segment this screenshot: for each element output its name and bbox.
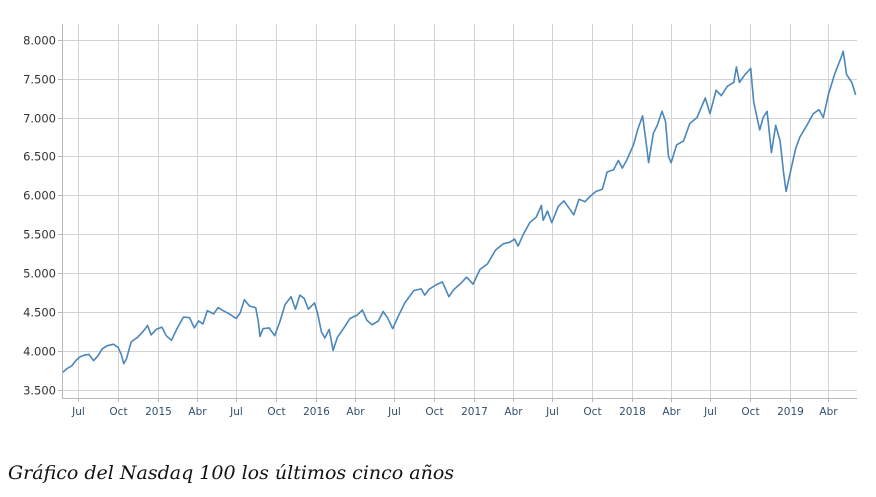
x-tick-label: 2018	[619, 406, 646, 418]
x-tick-label: Abr	[346, 406, 365, 418]
x-tick-label: Jul	[703, 406, 717, 418]
y-tick-label: 6.000	[23, 189, 56, 203]
x-tick-label: Abr	[819, 406, 838, 418]
x-tick-label: Oct	[425, 406, 443, 418]
x-tick-label: Abr	[504, 406, 523, 418]
x-tick-label: Abr	[188, 406, 207, 418]
x-tick-label: Oct	[109, 406, 127, 418]
series-layer	[62, 50, 857, 373]
x-tick-label: Jul	[545, 406, 559, 418]
x-axis-tick-labels: Jul Oct 2015 Abr Jul Oct 2016 Abr Jul Oct 2017 Abr J…	[71, 406, 838, 418]
y-tick-label: 4.000	[23, 345, 56, 359]
axis-frame	[58, 24, 857, 402]
x-tick-label: 2016	[303, 406, 330, 418]
x-tick-label: 2017	[461, 406, 488, 418]
y-tick-label: 6.500	[23, 150, 56, 164]
y-tick-label: 3.500	[23, 384, 56, 398]
x-tick-label: 2015	[145, 406, 172, 418]
y-tick-label: 8.000	[23, 34, 56, 48]
chart-caption: Gráfico del Nasdaq 100 los últimos cinco…	[8, 462, 455, 484]
series-line-nasdaq-100	[62, 50, 857, 373]
x-tick-label: Jul	[71, 406, 85, 418]
x-tick-label: Jul	[229, 406, 243, 418]
x-tick-label: Jul	[387, 406, 401, 418]
nasdaq-line-chart: 3.500 4.000 4.500 5.000 5.500 6.000 6.500 7.000…	[23, 24, 857, 418]
x-tick-label: 2019	[777, 406, 804, 418]
grid-lines	[62, 24, 857, 398]
y-tick-label: 7.500	[23, 73, 56, 87]
x-tick-label: Oct	[583, 406, 601, 418]
x-tick-label: Abr	[662, 406, 681, 418]
y-tick-label: 7.000	[23, 112, 56, 126]
y-axis-tick-labels: 3.500 4.000 4.500 5.000 5.500 6.000 6.500 7.000…	[23, 34, 56, 398]
x-tick-label: Oct	[267, 406, 285, 418]
x-tick-label: Oct	[741, 406, 759, 418]
y-tick-label: 5.000	[23, 267, 56, 281]
y-tick-label: 4.500	[23, 306, 56, 320]
y-tick-label: 5.500	[23, 228, 56, 242]
